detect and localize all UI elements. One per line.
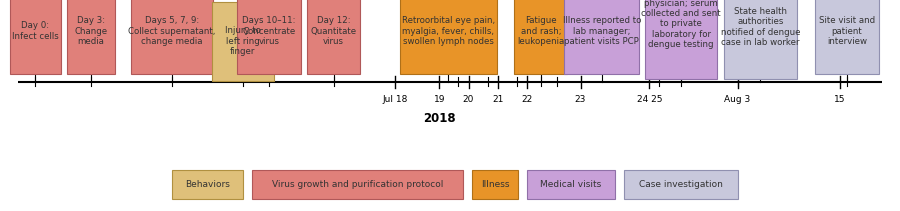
- Text: 21: 21: [492, 95, 503, 104]
- FancyBboxPatch shape: [472, 170, 518, 199]
- Text: Illness reported to
lab manager;
patient visits PCP: Illness reported to lab manager; patient…: [562, 16, 641, 46]
- FancyBboxPatch shape: [172, 170, 243, 199]
- FancyBboxPatch shape: [212, 2, 274, 81]
- Text: Days 10–11:
Concentrate
virus: Days 10–11: Concentrate virus: [242, 16, 296, 46]
- FancyBboxPatch shape: [252, 170, 464, 199]
- Text: Jul 18: Jul 18: [382, 95, 408, 104]
- Text: Day 0:
Infect cells: Day 0: Infect cells: [12, 21, 58, 41]
- Text: 15: 15: [834, 95, 846, 104]
- Text: Illness: Illness: [481, 180, 509, 189]
- Text: Case investigation: Case investigation: [639, 180, 723, 189]
- Text: State health
authorities
notified of dengue
case in lab worker: State health authorities notified of den…: [721, 7, 800, 47]
- Text: Day 3:
Change
media: Day 3: Change media: [75, 16, 108, 46]
- Text: Patient sees ID
physician; serum
collected and sent
to private
laboratory for
de: Patient sees ID physician; serum collect…: [642, 0, 721, 49]
- FancyBboxPatch shape: [645, 0, 717, 79]
- Text: Days 5, 7, 9:
Collect supernatant,
change media: Days 5, 7, 9: Collect supernatant, chang…: [129, 16, 216, 46]
- Text: 23: 23: [575, 95, 586, 104]
- Text: Aug 3: Aug 3: [724, 95, 751, 104]
- Text: Day 12:
Quantitate
virus: Day 12: Quantitate virus: [310, 16, 356, 46]
- Text: 20: 20: [463, 95, 474, 104]
- Text: Medical visits: Medical visits: [540, 180, 601, 189]
- FancyBboxPatch shape: [624, 170, 738, 199]
- FancyBboxPatch shape: [724, 0, 796, 79]
- FancyBboxPatch shape: [67, 0, 115, 74]
- FancyBboxPatch shape: [564, 0, 639, 74]
- Text: Behaviors: Behaviors: [185, 180, 230, 189]
- Text: 19: 19: [434, 95, 446, 104]
- FancyBboxPatch shape: [238, 0, 301, 74]
- FancyBboxPatch shape: [307, 0, 360, 74]
- Text: Fatigue
and rash;
leukopenia: Fatigue and rash; leukopenia: [518, 16, 564, 46]
- Text: 22: 22: [521, 95, 533, 104]
- Text: 2018: 2018: [423, 112, 455, 125]
- FancyBboxPatch shape: [815, 0, 878, 74]
- FancyBboxPatch shape: [10, 0, 61, 74]
- FancyBboxPatch shape: [515, 0, 567, 74]
- Text: 24 25: 24 25: [636, 95, 662, 104]
- Text: Site visit and
patient
interview: Site visit and patient interview: [819, 16, 875, 46]
- Text: Virus growth and purification protocol: Virus growth and purification protocol: [272, 180, 443, 189]
- FancyBboxPatch shape: [131, 0, 213, 74]
- Text: Injury to
left ring
finger: Injury to left ring finger: [225, 27, 261, 56]
- FancyBboxPatch shape: [526, 170, 615, 199]
- Text: Retroorbital eye pain,
myalgia, fever, chills,
swollen lymph nodes: Retroorbital eye pain, myalgia, fever, c…: [401, 16, 495, 46]
- FancyBboxPatch shape: [400, 0, 497, 74]
